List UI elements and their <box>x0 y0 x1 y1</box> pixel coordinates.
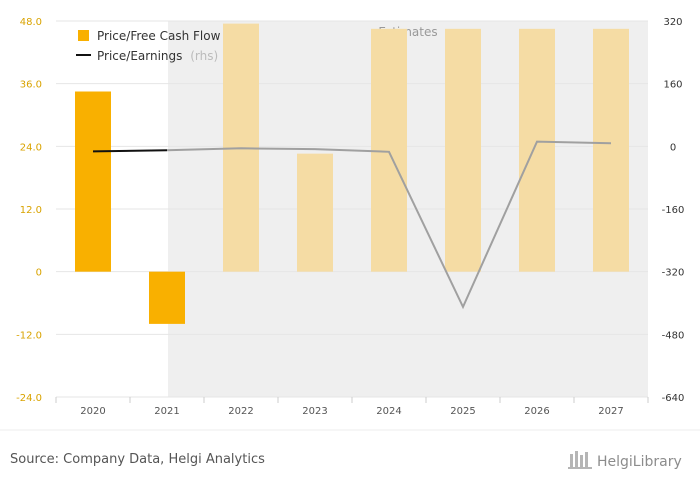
brand-name: HelgiLibrary <box>597 454 682 470</box>
bar-pfcf-2025 <box>445 28 481 272</box>
bar-pfcf-2027 <box>593 28 629 272</box>
y-right-tick-label: -160 <box>662 205 685 216</box>
y-left-tick-label: 36.0 <box>20 80 42 91</box>
y-right-tick-label: -320 <box>662 268 685 279</box>
legend-label-pe: Price/Earnings <box>97 49 182 63</box>
bar-pfcf-2023 <box>297 153 333 272</box>
bar-pfcf-2024 <box>371 28 407 272</box>
x-tick-label: 2022 <box>228 406 253 417</box>
x-tick-label: 2026 <box>524 406 549 417</box>
y-right-tick-label: 0 <box>670 142 676 153</box>
svg-text:Price/Earnings (rhs): Price/Earnings (rhs) <box>97 49 218 63</box>
y-right-tick-label: 320 <box>663 17 682 28</box>
pe-line-actual <box>92 149 168 153</box>
x-tick-label: 2023 <box>302 406 327 417</box>
y-left-tick-label: 12.0 <box>20 205 42 216</box>
legend: Price/Free Cash Flow Price/Earnings (rhs… <box>76 29 221 63</box>
bars <box>75 23 629 324</box>
x-tick-label: 2027 <box>598 406 623 417</box>
y-left-tick-label: 24.0 <box>20 142 42 153</box>
x-tick-label: 2025 <box>450 406 475 417</box>
library-icon <box>568 451 592 469</box>
pe-line-estimate <box>166 140 612 310</box>
y-left-tick-label: -12.0 <box>16 330 42 341</box>
source-text: Source: Company Data, Helgi Analytics <box>10 452 265 467</box>
x-tick-label: 2021 <box>154 406 179 417</box>
x-tick-label: 2020 <box>80 406 105 417</box>
y-left-tick-label: -24.0 <box>16 393 42 404</box>
y-left-tick-label: 48.0 <box>20 17 42 28</box>
bar-pfcf-2021 <box>149 271 185 324</box>
right-axis: 320 160 0 -160 -320 -480 -640 <box>662 17 685 404</box>
y-right-tick-label: -640 <box>662 393 685 404</box>
legend-swatch-pfcf <box>78 30 89 41</box>
x-axis: 2020 2021 2022 2023 2024 2025 2026 2027 <box>80 406 623 417</box>
x-tick-label: 2024 <box>376 406 401 417</box>
legend-label-pe-rhs: (rhs) <box>190 49 218 63</box>
bar-pfcf-2026 <box>519 28 555 272</box>
y-right-tick-label: 160 <box>663 80 682 91</box>
brand-logo: HelgiLibrary <box>568 451 682 470</box>
y-left-tick-label: 0 <box>36 268 42 279</box>
left-axis: 48.0 36.0 24.0 12.0 0 -12.0 -24.0 <box>16 17 42 404</box>
y-right-tick-label: -480 <box>662 330 685 341</box>
bar-pfcf-2020 <box>75 91 111 272</box>
pe-line <box>92 140 612 310</box>
legend-label-pfcf: Price/Free Cash Flow <box>97 29 221 43</box>
